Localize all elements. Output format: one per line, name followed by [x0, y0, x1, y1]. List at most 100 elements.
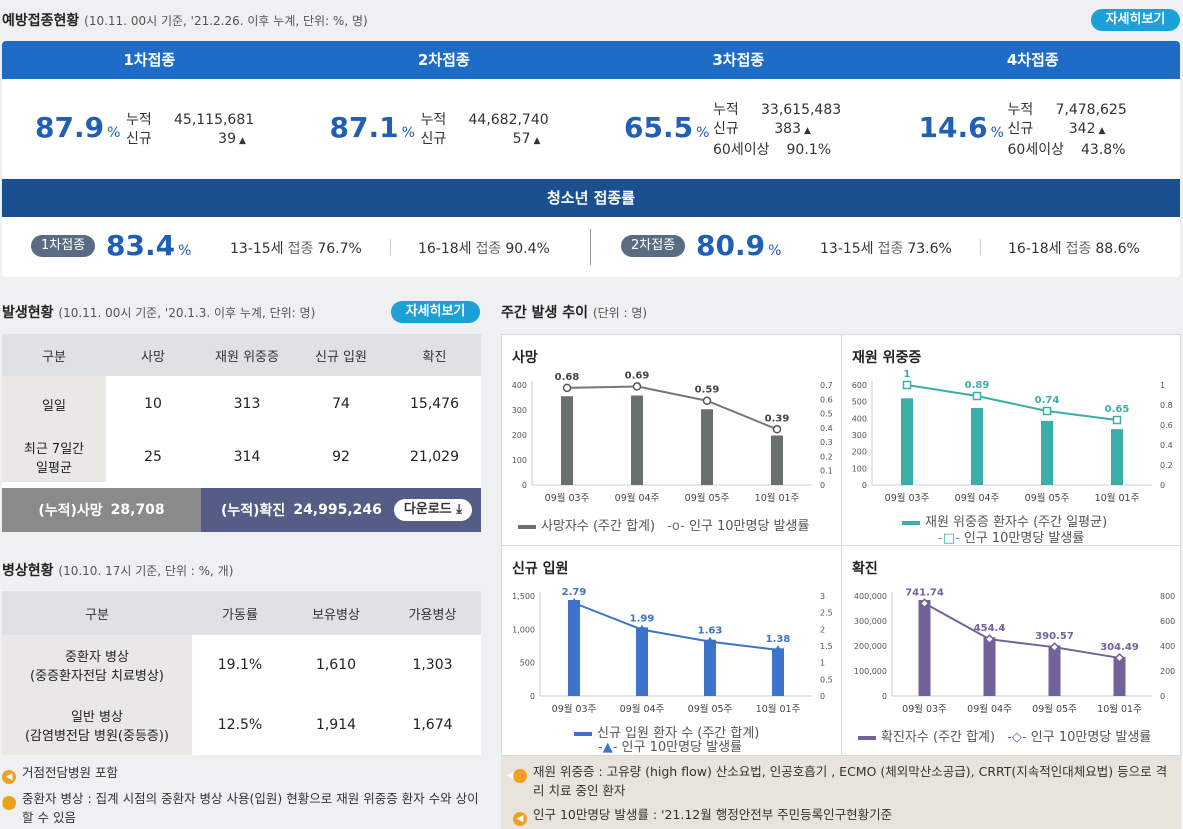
speaker-icon: ◀	[513, 812, 527, 826]
rate-label: 1.63	[698, 626, 723, 637]
chart-bar	[971, 408, 983, 485]
x-tick-label: 09월 03주	[545, 492, 590, 504]
vaccine-stats-row: 87.9% 누적 45,115,681 신규 39 ▲ 87.1% 누적 44,682,…	[2, 79, 1180, 179]
rate-label: 0.39	[765, 413, 790, 424]
rate-label: 741.74	[905, 587, 944, 598]
vaccine-title-text: 예방접종현황	[2, 13, 80, 29]
y2-tick-label: 0.2	[1160, 461, 1173, 470]
row-label: 일반 병상 (감염병전담 병원(중등증))	[2, 695, 192, 755]
x-tick-label: 09월 03주	[552, 703, 597, 715]
vaccine-title: 예방접종현황 (10.11. 00시 기준, '21.2.26. 이후 누계, …	[2, 10, 368, 30]
table-row: 최근 7일간 일평균 25 314 92 21,029	[2, 432, 481, 482]
rate-label: 1.38	[766, 634, 791, 645]
chart-bar	[704, 639, 716, 696]
severe-value: 313	[233, 396, 261, 412]
rate-point	[984, 634, 995, 645]
teen-divider	[980, 239, 981, 255]
teen-first-pill: 1차접종	[31, 235, 96, 257]
x-tick-label: 10월 01주	[1097, 703, 1142, 715]
chart-bar	[901, 398, 913, 485]
teen-second-rate: 80.9%	[696, 229, 782, 262]
outbreak-more-button[interactable]: 자세히보기	[391, 301, 480, 323]
rate-label: 0.65	[1105, 404, 1130, 415]
dose-2-cell: 87.1% 누적 44,682,740 신규 57 ▲	[297, 79, 592, 179]
rate-label: 0.68	[555, 372, 580, 383]
chart-title: 재원 위중증	[852, 350, 922, 366]
death-value: 10	[144, 396, 162, 412]
teen-divider	[390, 239, 391, 255]
rate-point	[562, 383, 572, 393]
rate-label: 454.4	[974, 623, 1006, 634]
x-tick-label: 09월 05주	[1025, 492, 1070, 504]
teen-row: 1차접종 83.4% 13-15세 접종 76.7% 16-18세 접종 90.4% 2…	[2, 217, 1180, 277]
rate-point	[632, 382, 642, 391]
x-tick-label: 09월 04주	[967, 703, 1012, 715]
chart-bar	[1111, 429, 1123, 485]
outbreak-header-row: 구분 사망 재원 위중증 신규 입원 확진	[2, 334, 481, 376]
cum-death: (누적)사망 28,708	[2, 488, 201, 532]
beds-header: 구분	[2, 591, 192, 635]
teen-main-divider	[590, 229, 591, 265]
x-tick-label: 09월 05주	[685, 492, 730, 504]
legend-bar-swatch	[858, 735, 876, 740]
download-button[interactable]: 다운로드 ⤓	[393, 499, 473, 521]
y2-tick-label: 1	[1160, 381, 1165, 390]
speaker-icon: ◀	[0, 796, 16, 810]
chart-bar	[918, 600, 931, 696]
y2-tick-label: 3	[820, 592, 825, 601]
rate-line	[924, 602, 1120, 659]
chart-divider	[502, 545, 1180, 546]
chart-death-svg: 0 100 200 300 400 0 0.1 0.2 0.3 0.4 0.5 0.6 0.7 09월 0…	[512, 370, 833, 504]
death-value: 25	[144, 449, 162, 465]
weekly-title-text: 주간 발생 추이	[501, 305, 589, 321]
x-tick-label: 09월 04주	[615, 492, 660, 504]
y2-tick-label: 0.8	[1160, 401, 1173, 410]
table-row: 일일 10 313 74 15,476	[2, 376, 481, 432]
rate-point	[1049, 642, 1060, 653]
available-value: 1,674	[412, 717, 453, 733]
beds-header: 가동률	[192, 591, 288, 635]
outbreak-table: 구분 사망 재원 위중증 신규 입원 확진 일일 10 313 74 15,47…	[2, 334, 481, 532]
y2-tick-label: 800	[1160, 592, 1175, 601]
legend-bar-swatch	[574, 731, 592, 736]
y2-tick-label: 0.5	[820, 675, 833, 684]
teen-second-pill: 2차접종	[621, 235, 686, 257]
y2-tick-label: 0.2	[820, 452, 833, 461]
y2-tick-label: 1	[820, 659, 825, 668]
y-tick-label: 400	[852, 414, 867, 423]
weekly-notes: ◀ 재원 위중증 : 고유량 (high flow) 산소요법, 인공호흡기 , …	[501, 756, 1181, 829]
chart-title: 확진	[852, 561, 878, 577]
y2-tick-label: 0.4	[820, 424, 833, 433]
up-arrow-icon: ▲	[533, 136, 541, 146]
chart-bar	[561, 396, 573, 485]
y-tick-label: 500	[520, 659, 535, 668]
y-tick-label: 200	[852, 448, 867, 457]
rate-point	[772, 425, 782, 434]
y2-tick-label: 0.6	[1160, 421, 1173, 430]
rate-label: 390.57	[1035, 631, 1074, 642]
y2-tick-label: 0	[820, 481, 825, 490]
outbreak-header: 신규 입원	[294, 334, 388, 376]
rate-label: 1.99	[630, 614, 655, 625]
beds-note-2: ◀중환자 병상 : 집계 시점의 중환자 병상 사용(입원) 현황으로 재원 위…	[0, 791, 481, 826]
admit-value: 74	[332, 396, 350, 412]
x-tick-label: 10월 01주	[755, 492, 800, 504]
y-tick-label: 400	[512, 381, 527, 390]
y2-tick-label: 0.3	[820, 438, 833, 447]
y-tick-label: 1,500	[512, 592, 535, 601]
dose-3-cell: 65.5% 누적 33,615,483 신규 383 ▲ 60세이상 90.1%	[591, 79, 886, 179]
y-tick-label: 500	[852, 398, 867, 407]
beds-header-row: 구분 가동률 보유병상 가용병상	[2, 591, 481, 635]
chart-confirmed: 확진 0 100,000 200,000 300,000 400,000 0 200 400 6…	[842, 546, 1181, 756]
beds-table: 구분 가동률 보유병상 가용병상 중환자 병상 (중증환자전담 치료병상) 19.…	[2, 591, 481, 755]
dose-3-header: 3차접종	[712, 51, 765, 69]
y-tick-label: 200,000	[854, 642, 887, 651]
up-arrow-icon: ▲	[239, 136, 246, 146]
speaker-icon: ◀	[507, 769, 527, 783]
dose-1-cell: 87.9% 누적 45,115,681 신규 39 ▲	[2, 79, 297, 179]
outbreak-title-text: 발생현황	[2, 305, 54, 321]
legend-line-swatch: -o-	[667, 519, 685, 534]
vaccine-more-button[interactable]: 자세히보기	[1091, 9, 1180, 31]
severe-value: 314	[233, 449, 261, 465]
y2-tick-label: 2.5	[820, 609, 833, 618]
